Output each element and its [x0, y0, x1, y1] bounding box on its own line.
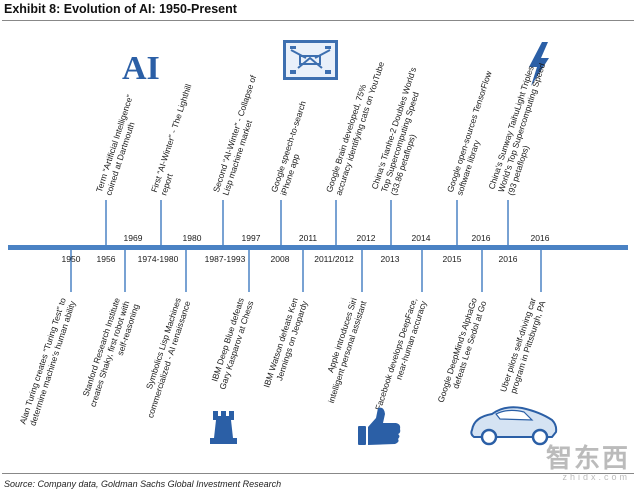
watermark-text: 智东西 — [545, 443, 630, 473]
event-label: Google DeepMind’s AlphaGodefeats Lee Sed… — [436, 296, 489, 407]
car-icon — [470, 406, 558, 446]
top-event: 2014 China’s Tianhe-2 Doubles World’sTop … — [369, 66, 437, 245]
event-year: 1980 — [183, 233, 202, 243]
chess-rook-icon — [210, 411, 237, 444]
ai-logo: AI — [122, 50, 160, 87]
event-year: 2016 — [472, 233, 491, 243]
event-label-line: Facebook develops DeepFace, — [373, 297, 419, 412]
event-label: Second “AI-Winter” - Collapse ofLisp mac… — [211, 73, 268, 196]
event-year: 1969 — [124, 233, 143, 243]
event-label: IBM Deep Blue defeatsGary Kasparov at Ch… — [208, 297, 256, 391]
event-year: 2012 — [357, 233, 376, 243]
top-event: 1980 First “AI-Winter” - The Lighthillrep… — [149, 83, 203, 245]
bottom-event: 2011/2012 Apple introduces Siriintelligen… — [314, 250, 369, 404]
top-event: 2016 China’s Sunway TaihuLight TriplesWor… — [486, 59, 556, 245]
bottom-event: 2016 Uber pilots self-driving carprogram … — [498, 250, 548, 396]
bottom-events: 1950 Alan Turing creates “Turing Test” to… — [18, 250, 548, 429]
event-year: 2013 — [381, 254, 400, 264]
event-year: 2016 — [531, 233, 550, 243]
event-label: IBM Watson defeats KenJennings on Jeopar… — [261, 296, 309, 392]
event-label: Google speech-to-searchiPhone app — [269, 99, 318, 196]
event-year: 2014 — [412, 233, 431, 243]
bottom-event: 1956 Stanford Research Institutecreates S… — [78, 250, 141, 411]
event-label: China’s Sunway TaihuLight TriplesWorld’s… — [486, 59, 556, 197]
event-label: Alan Turing creates “Turing Test” todete… — [18, 296, 78, 429]
bottom-event: 1950 Alan Turing creates “Turing Test” to… — [18, 250, 81, 429]
event-year: 2008 — [271, 254, 290, 264]
bottom-rule — [2, 473, 634, 474]
event-year: 2011/2012 — [314, 254, 354, 264]
timeline-bar — [8, 245, 628, 250]
top-event: 1969 Term “Artificial Intelligence”coined… — [94, 93, 145, 245]
event-year: 1956 — [97, 254, 116, 264]
top-events: 1969 Term “Artificial Intelligence”coined… — [94, 59, 556, 245]
bottom-event: 1974-1980 Symbolics Lisp Machinescommerci… — [136, 250, 193, 419]
event-label: Apple introduces Siriintelligent persona… — [316, 296, 368, 404]
watermark-url: zhidx.com — [562, 472, 630, 482]
source-note: Source: Company data, Goldman Sachs Glob… — [4, 479, 282, 489]
top-event: 2011 Google speech-to-searchiPhone app — [269, 99, 318, 245]
event-year: 2011 — [299, 233, 318, 243]
top-rule — [2, 20, 634, 21]
bottom-event: 1987-1993 IBM Deep Blue defeatsGary Kaspa… — [205, 250, 256, 391]
event-label: Facebook develops DeepFace,near-human ac… — [373, 296, 429, 415]
event-year: 2016 — [499, 254, 518, 264]
event-label: Term “Artificial Intelligence”coined at … — [94, 93, 145, 196]
event-year: 1987-1993 — [205, 254, 246, 264]
event-label: Stanford Research Institutecreates Shaky… — [78, 296, 141, 411]
event-year: 1950 — [62, 254, 81, 264]
bottom-event: 2013 Facebook develops DeepFace,near-huma… — [373, 250, 429, 415]
lightning-icon — [529, 42, 549, 86]
event-label: First “AI-Winter” - The Lighthillreport — [149, 83, 203, 197]
watermark: 智东西 zhidx.com — [546, 444, 630, 482]
bottom-event: 2008 IBM Watson defeats KenJennings on Je… — [261, 250, 310, 392]
thumbs-up-icon — [358, 407, 401, 445]
top-event: 1997 Second “AI-Winter” - Collapse ofLisp… — [211, 73, 268, 245]
bottom-event: 2015 Google DeepMind’s AlphaGodefeats Lee… — [436, 250, 489, 407]
event-year: 1997 — [242, 233, 261, 243]
event-label: Symbolics Lisp Machinescommercialized - … — [136, 296, 193, 419]
event-year: 2015 — [443, 254, 462, 264]
event-label: Uber pilots self-driving carprogram in P… — [498, 296, 547, 396]
server-icon — [283, 40, 338, 80]
event-label: China’s Tianhe-2 Doubles World’sTop Supe… — [369, 66, 437, 197]
event-year: 1974-1980 — [138, 254, 179, 264]
exhibit-title: Exhibit 8: Evolution of AI: 1950-Present — [4, 2, 237, 16]
